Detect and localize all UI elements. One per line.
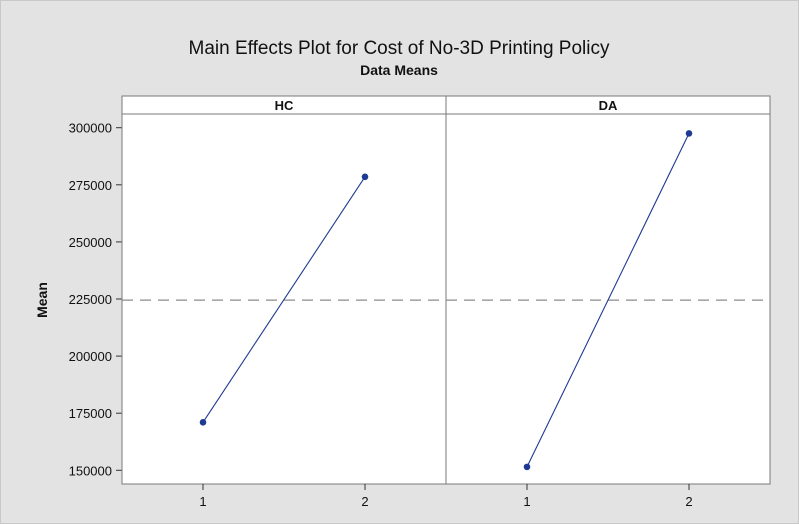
x-tick-label: 1 [523, 494, 530, 509]
series-line-da [526, 133, 690, 468]
y-tick-label: 250000 [69, 235, 112, 250]
panel-strip-label: HC [275, 98, 294, 113]
y-tick-label: 150000 [69, 463, 112, 478]
y-tick-label: 300000 [69, 121, 112, 136]
data-point-da-2 [685, 130, 693, 137]
chart-title: Main Effects Plot for Cost of No-3D Prin… [189, 38, 610, 59]
y-tick-label: 275000 [69, 178, 112, 193]
y-tick-label: 175000 [69, 406, 112, 421]
panels-group: 150000 175000 200000 225000 250000 275000 3000… [69, 95, 771, 509]
panel-strip-label: DA [599, 98, 618, 113]
panel-frame-da [445, 113, 771, 485]
chart-subtitle: Data Means [360, 62, 438, 78]
y-tick-label: 225000 [69, 292, 112, 307]
x-tick-label: 2 [685, 494, 692, 509]
series-line-hc [202, 176, 366, 423]
data-point-hc-2 [361, 173, 369, 181]
y-axis-label: Mean [34, 282, 50, 318]
data-point-hc-1 [199, 419, 207, 426]
x-tick-label: 1 [199, 494, 206, 509]
data-point-da-1 [523, 463, 531, 471]
y-tick-label: 200000 [69, 349, 112, 364]
x-tick-label: 2 [361, 494, 368, 509]
